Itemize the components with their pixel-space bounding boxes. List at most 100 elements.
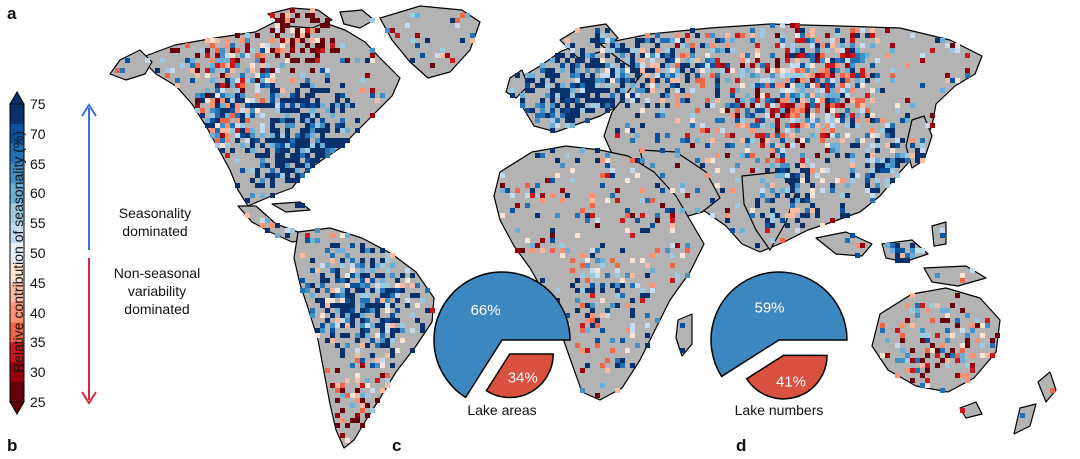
map-pixel xyxy=(640,63,645,68)
map-pixel xyxy=(610,193,615,198)
map-pixel xyxy=(575,58,580,63)
map-pixel xyxy=(885,183,890,188)
map-pixel xyxy=(240,98,245,103)
map-pixel xyxy=(640,48,645,53)
map-pixel xyxy=(670,58,675,63)
map-pixel xyxy=(260,58,265,63)
map-pixel xyxy=(745,93,750,98)
map-pixel xyxy=(825,83,830,88)
map-pixel xyxy=(250,128,255,133)
map-pixel xyxy=(300,83,305,88)
map-pixel xyxy=(260,73,265,78)
map-pixel xyxy=(825,158,830,163)
map-pixel xyxy=(350,103,355,108)
map-pixel xyxy=(615,358,620,363)
map-pixel xyxy=(355,348,360,353)
map-pixel xyxy=(640,288,645,293)
map-pixel xyxy=(505,188,510,193)
map-pixel xyxy=(780,93,785,98)
map-pixel xyxy=(580,253,585,258)
map-pixel xyxy=(770,213,775,218)
map-pixel xyxy=(550,73,555,78)
map-pixel xyxy=(575,93,580,98)
map-pixel xyxy=(730,113,735,118)
map-pixel xyxy=(965,343,970,348)
map-pixel xyxy=(940,88,945,93)
map-pixel xyxy=(290,68,295,73)
map-pixel xyxy=(805,113,810,118)
map-pixel xyxy=(815,48,820,53)
map-pixel xyxy=(565,193,570,198)
map-pixel xyxy=(830,68,835,73)
map-pixel xyxy=(285,128,290,133)
map-pixel xyxy=(765,138,770,143)
map-pixel xyxy=(875,38,880,43)
map-pixel xyxy=(760,93,765,98)
map-pixel xyxy=(910,153,915,158)
map-pixel xyxy=(910,308,915,313)
map-pixel xyxy=(765,78,770,83)
map-pixel xyxy=(400,338,405,343)
map-pixel xyxy=(590,193,595,198)
map-pixel xyxy=(610,78,615,83)
map-pixel xyxy=(960,373,965,378)
map-pixel xyxy=(885,28,890,33)
map-pixel xyxy=(810,113,815,118)
map-pixel xyxy=(700,128,705,133)
map-pixel xyxy=(785,188,790,193)
map-pixel xyxy=(805,73,810,78)
map-pixel xyxy=(830,118,835,123)
map-pixel xyxy=(785,143,790,148)
map-pixel xyxy=(590,253,595,258)
map-pixel xyxy=(840,203,845,208)
map-pixel xyxy=(810,83,815,88)
map-pixel xyxy=(230,108,235,113)
map-pixel xyxy=(340,128,345,133)
map-pixel xyxy=(580,368,585,373)
map-pixel xyxy=(785,83,790,88)
map-pixel xyxy=(305,28,310,33)
map-pixel xyxy=(765,93,770,98)
map-pixel xyxy=(345,333,350,338)
map-pixel xyxy=(595,338,600,343)
map-pixel xyxy=(865,93,870,98)
map-pixel xyxy=(655,213,660,218)
map-pixel xyxy=(875,73,880,78)
map-pixel xyxy=(915,158,920,163)
map-pixel xyxy=(305,233,310,238)
map-pixel xyxy=(845,213,850,218)
map-pixel xyxy=(830,93,835,98)
map-pixel xyxy=(210,123,215,128)
map-pixel xyxy=(215,48,220,53)
map-pixel xyxy=(805,213,810,218)
map-pixel xyxy=(320,263,325,268)
map-pixel xyxy=(940,348,945,353)
map-pixel xyxy=(655,83,660,88)
map-pixel xyxy=(265,83,270,88)
map-pixel xyxy=(835,178,840,183)
map-pixel xyxy=(785,178,790,183)
map-pixel xyxy=(810,118,815,123)
map-pixel xyxy=(195,98,200,103)
map-pixel xyxy=(615,48,620,53)
map-pixel xyxy=(935,303,940,308)
map-pixel xyxy=(795,183,800,188)
map-pixel xyxy=(530,88,535,93)
map-pixel xyxy=(655,33,660,38)
map-pixel xyxy=(785,173,790,178)
map-pixel xyxy=(910,33,915,38)
map-pixel xyxy=(730,133,735,138)
map-pixel xyxy=(510,93,515,98)
map-pixel xyxy=(245,98,250,103)
map-pixel xyxy=(755,133,760,138)
map-pixel xyxy=(225,133,230,138)
map-pixel xyxy=(890,158,895,163)
map-pixel xyxy=(955,293,960,298)
map-pixel xyxy=(895,108,900,113)
map-pixel xyxy=(305,118,310,123)
map-pixel xyxy=(655,138,660,143)
map-pixel xyxy=(910,103,915,108)
map-pixel xyxy=(790,43,795,48)
map-pixel xyxy=(275,93,280,98)
panel-label-c: c xyxy=(392,436,402,455)
